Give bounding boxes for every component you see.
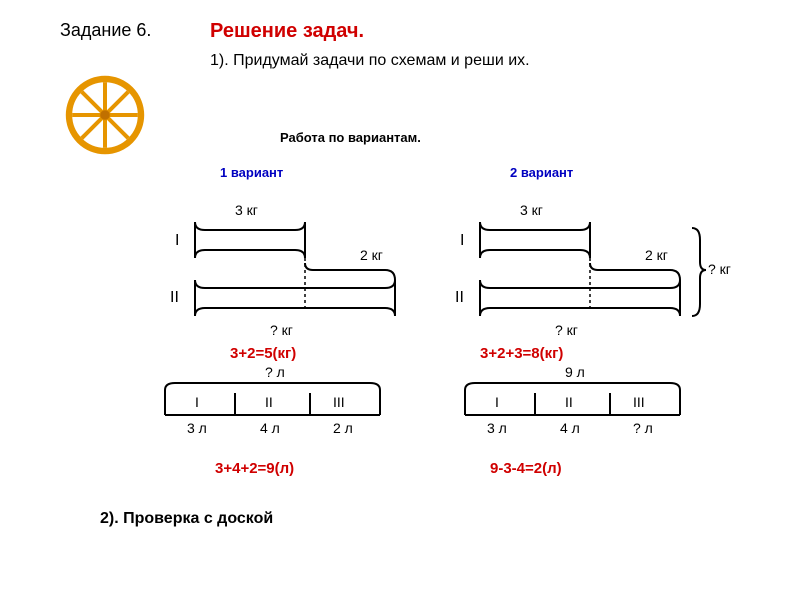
bottom-label: ? кг (270, 322, 293, 338)
row-label: I (460, 232, 464, 249)
diagram-4: 9 л I II III 3 л 4 л ? л (445, 365, 705, 445)
row-label: I (175, 232, 179, 249)
side-label: 2 кг (360, 247, 383, 263)
title: Решение задач. (210, 20, 364, 43)
check-text: 2). Проверка с доской (100, 510, 273, 528)
value: 2 л (333, 420, 353, 436)
row-label: II (455, 289, 464, 306)
answer-4: 9-3-4=2(л) (490, 460, 562, 477)
work-by-variants: Работа по вариантам. (280, 130, 421, 145)
bottom-label: ? кг (555, 322, 578, 338)
top-label: 3 кг (520, 202, 543, 218)
value: 3 л (487, 420, 507, 436)
row-label: II (170, 289, 179, 306)
variant2-label: 2 вариант (510, 165, 573, 180)
answer-3: 3+4+2=9(л) (215, 460, 294, 477)
top-label: 3 кг (235, 202, 258, 218)
top-label: ? л (265, 365, 285, 380)
segment-label: I (495, 394, 499, 410)
side-label: 2 кг (645, 247, 668, 263)
segment-label: III (333, 394, 345, 410)
top-label: 9 л (565, 365, 585, 380)
segment-label: I (195, 394, 199, 410)
segment-label: III (633, 394, 645, 410)
diagram-2: I II 3 кг 2 кг ? кг ? кг (440, 200, 740, 340)
value: 4 л (260, 420, 280, 436)
value: ? л (633, 420, 653, 436)
wheel-icon (65, 75, 145, 155)
variant1-label: 1 вариант (220, 165, 283, 180)
answer-1: 3+2=5(кг) (230, 345, 296, 362)
segment-label: II (565, 394, 573, 410)
value: 4 л (560, 420, 580, 436)
diagram-1: I II 3 кг 2 кг ? кг (155, 200, 415, 340)
subtitle: 1). Придумай задачи по схемам и реши их. (210, 52, 530, 70)
answer-2: 3+2+3=8(кг) (480, 345, 563, 362)
diagram-3: ? л I II III 3 л 4 л 2 л (145, 365, 405, 445)
segment-label: II (265, 394, 273, 410)
value: 3 л (187, 420, 207, 436)
right-label: ? кг (708, 261, 731, 277)
task-number: Задание 6. (60, 20, 151, 41)
